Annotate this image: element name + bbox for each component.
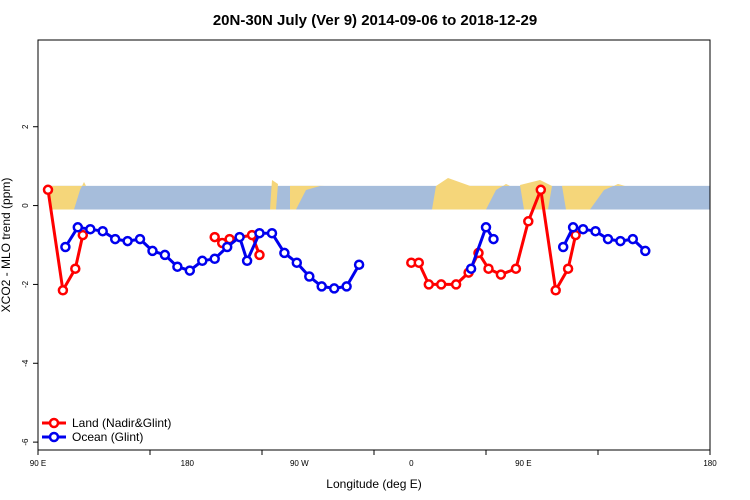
- series-ocean-point: [304, 271, 315, 282]
- series-land-point: [57, 285, 69, 296]
- series-ocean-point: [97, 225, 108, 237]
- x-tick-label: 0: [409, 459, 414, 468]
- series-layer: [42, 184, 651, 296]
- series-ocean-point: [627, 233, 639, 245]
- series-ocean: [60, 222, 651, 294]
- legend-ocean-label: Ocean (Glint): [72, 430, 143, 444]
- series-ocean-point: [353, 259, 365, 270]
- series-land-point: [450, 279, 462, 290]
- y-tick-label: -6: [21, 438, 30, 446]
- series-land-point: [413, 257, 425, 268]
- series-land-point: [483, 263, 494, 274]
- x-tick-label: 90 E: [515, 459, 531, 468]
- map-landmass: [290, 185, 325, 210]
- series-ocean-point: [197, 255, 208, 267]
- series-land-point: [535, 184, 547, 196]
- series-ocean-point: [184, 265, 196, 276]
- series-ocean-point: [328, 283, 340, 294]
- y-tick-label: -2: [21, 280, 30, 288]
- plot-frame: [37, 39, 711, 451]
- legend: Land (Nadir&Glint) Ocean (Glint): [42, 416, 171, 444]
- series-land-point: [70, 263, 81, 274]
- series-ocean-point: [465, 263, 477, 274]
- x-tick-label: 180: [703, 459, 717, 468]
- map-landmass: [270, 180, 278, 210]
- series-land-point: [209, 231, 220, 243]
- series-ocean-point: [567, 222, 579, 233]
- series-ocean-point: [577, 223, 589, 235]
- series-ocean-point: [615, 235, 626, 247]
- series-ocean-point: [279, 247, 290, 259]
- legend-land-marker: [48, 417, 60, 429]
- x-tick-label: 180: [181, 459, 195, 468]
- series-ocean-point: [316, 281, 327, 292]
- series-ocean-point: [266, 227, 278, 239]
- series-land: [42, 184, 581, 296]
- series-land-point: [510, 263, 522, 274]
- series-land-point: [423, 279, 435, 290]
- series-land-point: [550, 285, 561, 296]
- legend-land-label: Land (Nadir&Glint): [72, 416, 171, 430]
- series-ocean-point: [241, 255, 253, 267]
- x-tick-label: 90 E: [30, 459, 46, 468]
- series-ocean-point: [72, 222, 84, 233]
- x-axis-label: Longitude (deg E): [326, 477, 421, 491]
- series-ocean-point: [480, 222, 492, 233]
- series-ocean-point: [291, 257, 303, 268]
- x-tick-label: 90 W: [290, 459, 309, 468]
- series-ocean-point: [60, 241, 71, 253]
- series-ocean-point: [122, 235, 133, 247]
- series-ocean-point: [172, 261, 183, 272]
- series-ocean-point: [85, 223, 96, 235]
- series-ocean-point: [109, 233, 121, 245]
- map-landmass: [562, 184, 625, 210]
- series-ocean-line: [469, 225, 495, 270]
- series-ocean-point: [640, 245, 651, 257]
- series-land-point: [77, 229, 89, 241]
- y-axis-label: XCO2 - MLO trend (ppm): [0, 178, 13, 313]
- legend-ocean-marker: [48, 431, 60, 443]
- series-ocean-point: [341, 281, 352, 292]
- map-landmass: [50, 182, 86, 210]
- series-land-line: [46, 189, 85, 292]
- series-ocean-point: [221, 241, 233, 253]
- y-tick-label: 0: [21, 203, 30, 208]
- series-land-point: [562, 263, 574, 274]
- map-ocean: [50, 185, 710, 210]
- series-ocean-point: [602, 233, 614, 245]
- series-ocean-point: [159, 249, 171, 261]
- series-land-point: [495, 269, 507, 280]
- map-landmass: [432, 178, 510, 210]
- series-ocean-point: [590, 225, 601, 237]
- series-ocean-point: [209, 253, 220, 265]
- series-ocean-point: [557, 241, 569, 253]
- y-tick-label: 2: [21, 124, 30, 129]
- series-ocean-point: [234, 231, 245, 243]
- y-axis: -6 -4 -2 0 2: [21, 124, 38, 446]
- chart-title: 20N-30N July (Ver 9) 2014-09-06 to 2018-…: [213, 12, 537, 29]
- y-tick-label: -4: [21, 359, 30, 367]
- series-land-point: [254, 249, 265, 261]
- series-ocean-point: [488, 233, 499, 245]
- series-ocean-point: [147, 245, 158, 257]
- series-ocean-point: [254, 227, 265, 239]
- series-land-point: [435, 279, 447, 290]
- series-land-point: [42, 184, 54, 196]
- series-land-point: [523, 216, 534, 227]
- series-ocean-point: [134, 233, 146, 245]
- x-axis: 90 E 180 90 W 0 90 E 180: [30, 450, 717, 468]
- world-map-band: [50, 178, 710, 210]
